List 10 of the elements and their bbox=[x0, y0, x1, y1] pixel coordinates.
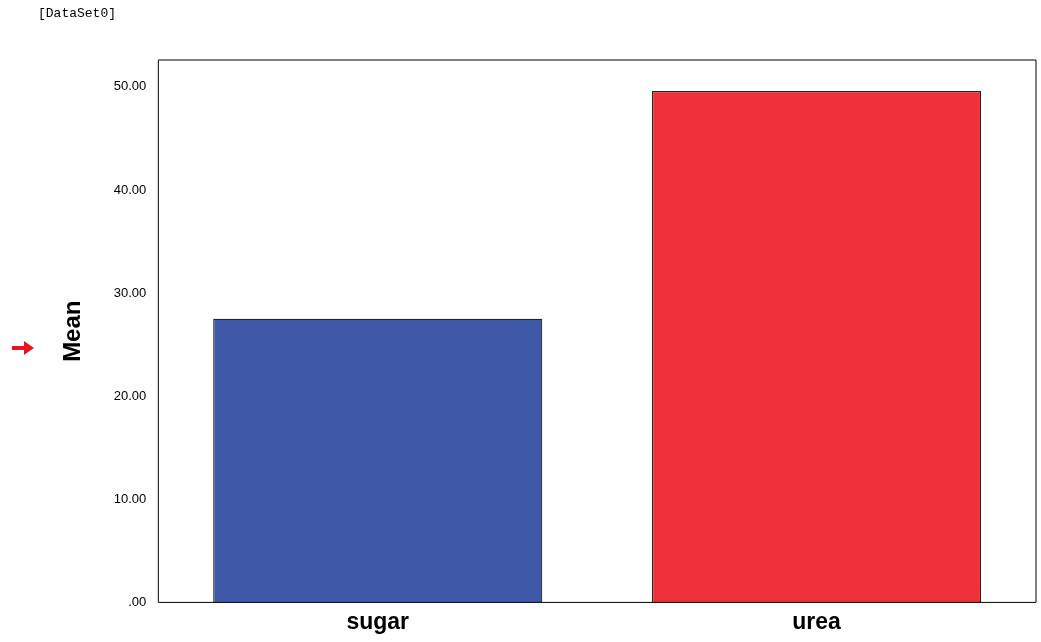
y-axis-title: Mean bbox=[58, 300, 86, 362]
y-tick-label: 10.00 bbox=[113, 490, 147, 506]
y-tick-label: 40.00 bbox=[113, 181, 147, 197]
y-tick-label: 20.00 bbox=[113, 387, 147, 403]
y-tick-label: 50.00 bbox=[113, 78, 147, 94]
text: [DataSet0] bbox=[38, 6, 117, 21]
y-tick-label: .00 bbox=[128, 593, 147, 609]
y-tick-label: 30.00 bbox=[113, 284, 147, 300]
x-tick-label: sugar bbox=[346, 607, 410, 634]
x-tick-label: urea bbox=[792, 607, 842, 634]
